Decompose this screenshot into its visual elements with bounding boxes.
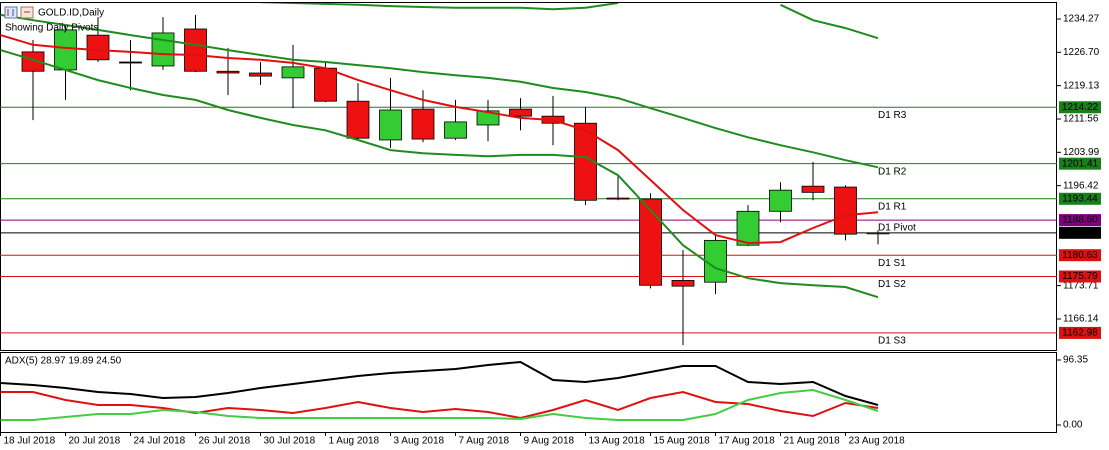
x-tick-label: 1 Aug 2018 <box>329 436 380 447</box>
candle-body <box>411 108 435 140</box>
candle-body <box>249 72 272 77</box>
y-tick-label: 1166.14 <box>1063 314 1099 325</box>
candle-body <box>509 108 532 117</box>
y-tick-label: 1196.42 <box>1063 180 1099 191</box>
candle-body <box>606 197 630 200</box>
indicator-line <box>260 3 879 40</box>
overlay: 1234.27 1226.70 1219.13 1211.56 1203.99 1196.… <box>0 8 1101 447</box>
candle-body <box>54 29 77 71</box>
indicator-plot <box>0 360 879 421</box>
x-tick-label: 20 Jul 2018 <box>69 436 121 447</box>
pivot-level-name: D1 R3 <box>878 110 907 121</box>
x-tick-label: 17 Aug 2018 <box>719 436 776 447</box>
y-tick-label: 0.00 <box>1063 420 1083 431</box>
candle-body <box>834 186 857 235</box>
candle-body <box>21 51 45 72</box>
x-tick-label: 15 Aug 2018 <box>654 436 711 447</box>
candle-body <box>346 100 370 139</box>
candle-body <box>736 210 760 246</box>
price-label: 1180.63 <box>1062 250 1098 261</box>
panel-title: GOLD.ID,Daily <box>38 8 104 19</box>
y-tick-label: 1219.13 <box>1063 80 1100 91</box>
candle-body <box>86 34 110 61</box>
last-price-box <box>1059 226 1101 239</box>
x-tick-label: 30 Jul 2018 <box>264 436 316 447</box>
x-tick-label: 9 Aug 2018 <box>524 436 575 447</box>
price-label-box <box>1059 101 1101 114</box>
candle-body <box>801 185 825 193</box>
price-label: 1188.60 <box>1062 215 1098 226</box>
x-tick-label: 13 Aug 2018 <box>589 436 646 447</box>
pivot-level-name: D1 S2 <box>878 279 906 290</box>
candle-body <box>574 122 597 201</box>
price-label: 1162.98 <box>1062 328 1098 339</box>
y-tick-label: 1211.56 <box>1063 114 1099 125</box>
indicator-line <box>0 13 879 169</box>
indicator-line <box>0 390 879 420</box>
candle-body <box>866 232 890 235</box>
x-tick-label: 3 Aug 2018 <box>394 436 445 447</box>
candle-body <box>444 121 467 139</box>
pivot-level-name: D1 R2 <box>878 166 907 177</box>
indicator-line <box>0 49 879 299</box>
symbol-icon <box>4 6 34 19</box>
pivot-level-name: D1 R1 <box>878 201 907 212</box>
panel-subtitle: Showing Daily Pivots <box>5 23 98 34</box>
price-label: 1214.22 <box>1062 102 1099 113</box>
pivot-level-name: D1 S3 <box>878 336 906 347</box>
x-tick-label: 18 Jul 2018 <box>4 436 56 447</box>
indicator-line <box>0 388 879 421</box>
price-label: 1193.44 <box>1062 193 1098 204</box>
candle-body <box>281 66 305 79</box>
price-label-box <box>1059 326 1101 339</box>
price-label-box <box>1059 249 1101 262</box>
indicator-line <box>0 360 879 406</box>
y-tick-label: 1234.27 <box>1063 14 1100 25</box>
price-label-box <box>1059 192 1101 205</box>
candle-body <box>671 280 695 287</box>
x-tick-label: 24 Jul 2018 <box>134 436 186 447</box>
y-tick-label: 1203.99 <box>1063 147 1100 158</box>
x-tick-label: 26 Jul 2018 <box>199 436 251 447</box>
candle-body <box>704 239 727 283</box>
x-tick-label: 21 Aug 2018 <box>784 436 841 447</box>
price-label-box <box>1059 214 1101 227</box>
candle-body <box>216 70 240 74</box>
candle-body <box>184 28 207 72</box>
candle-body <box>769 189 792 212</box>
x-tick-label: 23 Aug 2018 <box>849 436 906 447</box>
main-frame <box>0 2 1057 351</box>
price-label: 1201.41 <box>1062 158 1099 169</box>
price-label-box <box>1059 270 1101 283</box>
price-label-box <box>1059 157 1101 170</box>
pivot-level-name: D1 Pivot <box>878 223 916 234</box>
candle-body <box>476 110 500 126</box>
main-plot <box>0 3 1057 346</box>
candle-body <box>314 67 337 102</box>
y-tick-label: 1226.70 <box>1063 47 1100 58</box>
y-tick-label: 96.35 <box>1063 355 1088 366</box>
x-tick-label: 7 Aug 2018 <box>459 436 510 447</box>
panel-title: ADX(5) 28.97 19.89 24.50 <box>5 356 122 367</box>
last-price-label: 1185.71 <box>1062 227 1098 238</box>
candle-body <box>119 61 142 64</box>
indicator-line <box>0 34 879 245</box>
y-tick-label: 1173.71 <box>1063 280 1099 291</box>
candle-body <box>379 109 402 141</box>
price-label: 1175.79 <box>1062 271 1098 282</box>
pivot-level-name: D1 S1 <box>878 258 906 269</box>
candle-body <box>639 198 662 286</box>
